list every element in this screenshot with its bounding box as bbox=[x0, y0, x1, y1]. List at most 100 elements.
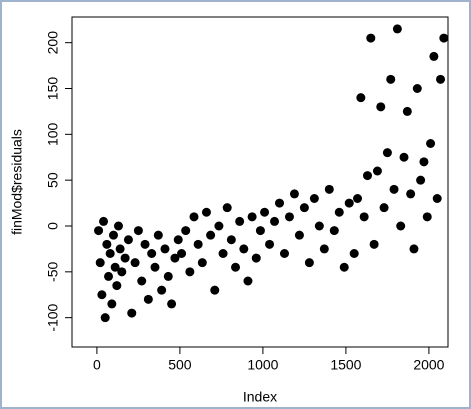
point bbox=[255, 226, 265, 236]
point bbox=[127, 308, 137, 318]
point bbox=[299, 203, 309, 213]
point bbox=[170, 253, 180, 263]
x-tick-label: 1500 bbox=[330, 357, 361, 373]
x-axis-label: Index bbox=[243, 389, 277, 405]
point bbox=[419, 157, 429, 167]
point bbox=[379, 203, 389, 213]
point bbox=[239, 244, 249, 254]
point bbox=[319, 244, 329, 254]
point bbox=[436, 74, 446, 84]
point bbox=[416, 175, 426, 185]
point bbox=[95, 258, 105, 268]
point bbox=[243, 276, 253, 286]
point bbox=[147, 249, 157, 258]
point bbox=[422, 212, 432, 222]
point bbox=[153, 230, 163, 240]
point bbox=[279, 249, 289, 258]
point bbox=[222, 203, 232, 213]
point bbox=[143, 294, 153, 304]
point bbox=[105, 249, 115, 258]
point bbox=[150, 262, 160, 272]
point bbox=[366, 33, 376, 43]
point bbox=[140, 239, 150, 249]
point bbox=[359, 212, 369, 222]
y-tick-label: 50 bbox=[45, 172, 61, 188]
point bbox=[382, 148, 392, 158]
point bbox=[189, 212, 199, 222]
point bbox=[439, 33, 449, 43]
point bbox=[99, 216, 109, 226]
point bbox=[369, 239, 379, 249]
x-tick-label: 1000 bbox=[247, 357, 278, 373]
point bbox=[260, 207, 270, 217]
point bbox=[289, 189, 299, 199]
point bbox=[94, 226, 104, 236]
point bbox=[197, 258, 207, 268]
point bbox=[396, 221, 406, 231]
point bbox=[226, 235, 236, 245]
point bbox=[429, 51, 439, 61]
point bbox=[409, 244, 419, 254]
point bbox=[270, 216, 280, 226]
point bbox=[112, 281, 122, 291]
point bbox=[284, 212, 294, 222]
point bbox=[389, 184, 399, 194]
point bbox=[117, 267, 127, 277]
point bbox=[181, 226, 191, 236]
point bbox=[133, 226, 143, 236]
x-tick-label: 500 bbox=[168, 357, 192, 373]
point bbox=[304, 258, 314, 268]
y-tick-label: 0 bbox=[45, 222, 61, 230]
point bbox=[356, 93, 366, 103]
point bbox=[349, 249, 359, 258]
point bbox=[399, 152, 409, 162]
point bbox=[329, 226, 339, 236]
point bbox=[167, 299, 177, 309]
y-tick-label: -100 bbox=[45, 303, 61, 331]
point bbox=[123, 235, 133, 245]
point bbox=[372, 166, 382, 176]
point bbox=[392, 24, 402, 34]
point bbox=[120, 253, 130, 263]
point bbox=[193, 239, 203, 249]
point bbox=[137, 276, 147, 286]
point bbox=[362, 171, 372, 181]
point bbox=[218, 249, 228, 258]
point bbox=[324, 184, 334, 194]
point bbox=[344, 198, 354, 208]
point bbox=[334, 207, 344, 217]
point bbox=[97, 290, 107, 300]
point bbox=[206, 230, 216, 240]
point bbox=[100, 313, 110, 323]
point bbox=[314, 221, 324, 231]
point bbox=[353, 194, 363, 203]
plot-frame bbox=[71, 16, 449, 348]
point bbox=[214, 221, 224, 231]
point bbox=[231, 262, 241, 272]
x-tick-label: 2000 bbox=[413, 357, 444, 373]
point bbox=[265, 239, 275, 249]
point bbox=[173, 235, 183, 245]
point bbox=[426, 139, 436, 148]
point bbox=[339, 262, 349, 272]
x-tick-label: 0 bbox=[93, 357, 101, 373]
point bbox=[251, 253, 261, 263]
point bbox=[109, 230, 119, 240]
point bbox=[309, 194, 319, 203]
point bbox=[102, 239, 112, 249]
point bbox=[294, 230, 304, 240]
point bbox=[130, 258, 140, 268]
point bbox=[104, 271, 114, 281]
point bbox=[113, 221, 123, 231]
y-tick-label: 100 bbox=[45, 122, 61, 146]
point bbox=[210, 285, 220, 295]
point bbox=[201, 207, 211, 217]
point bbox=[110, 262, 120, 272]
point bbox=[107, 299, 117, 309]
point bbox=[157, 285, 167, 295]
point bbox=[412, 84, 422, 93]
point bbox=[386, 74, 396, 84]
point bbox=[185, 267, 195, 277]
point bbox=[402, 106, 412, 116]
